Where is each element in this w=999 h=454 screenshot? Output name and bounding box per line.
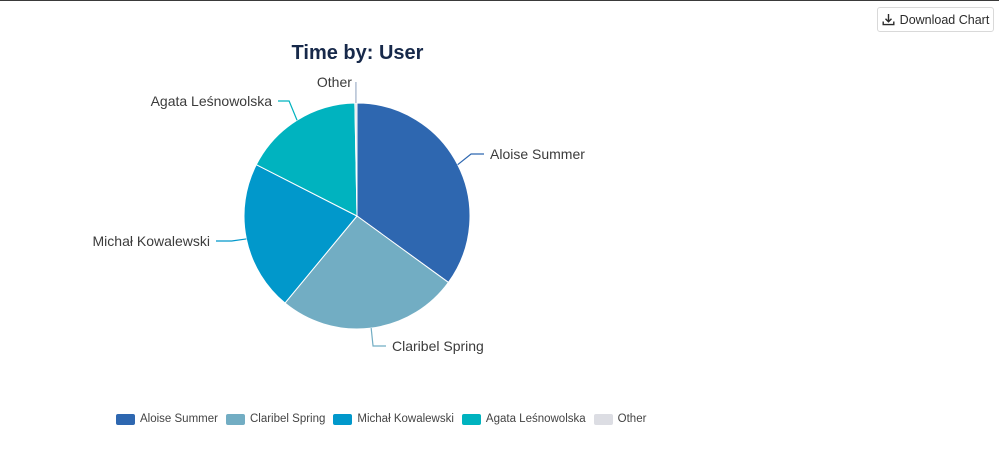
download-chart-button[interactable]: Download Chart	[877, 7, 994, 32]
legend-label: Aloise Summer	[140, 413, 218, 425]
legend-item[interactable]: Michał Kowalewski	[333, 413, 454, 425]
label-leader-line	[370, 328, 386, 347]
pie-slice-aloise-summer[interactable]	[356, 102, 471, 284]
legend-label: Other	[617, 413, 647, 425]
legend-swatch	[593, 413, 613, 425]
legend-label: Michał Kowalewski	[357, 413, 454, 425]
pie-slice-claribel-spring[interactable]	[284, 215, 450, 330]
top-divider	[0, 0, 999, 1]
legend-item[interactable]: Agata Leśnowolska	[461, 413, 586, 425]
label-leader-line	[457, 153, 484, 166]
slice-label: Michał Kowalewski	[93, 233, 210, 249]
slice-label: Other	[317, 74, 352, 90]
label-leader-line	[216, 238, 247, 242]
chart-legend: Aloise Summer Claribel Spring Michał Kowal…	[116, 411, 646, 427]
slice-label: Agata Leśnowolska	[151, 93, 273, 109]
legend-label: Claribel Spring	[249, 413, 326, 425]
legend-label: Agata Leśnowolska	[485, 413, 586, 425]
slice-label: Aloise Summer	[490, 146, 585, 162]
legend-swatch	[461, 413, 481, 425]
legend-item[interactable]: Claribel Spring	[225, 413, 326, 425]
download-icon	[882, 13, 895, 26]
legend-item[interactable]: Other	[593, 413, 647, 425]
chart-title: Time by: User	[291, 42, 424, 64]
legend-swatch	[333, 413, 353, 425]
download-chart-label: Download Chart	[899, 12, 990, 27]
slice-label: Claribel Spring	[392, 338, 484, 354]
legend-item[interactable]: Aloise Summer	[116, 413, 218, 425]
legend-swatch	[225, 413, 245, 425]
label-leader-line	[278, 100, 298, 121]
legend-swatch	[116, 413, 135, 425]
